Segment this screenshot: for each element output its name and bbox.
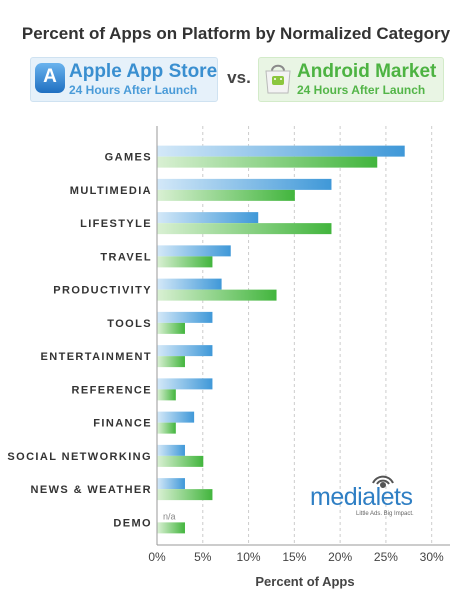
medialets-logo: medialets Little Ads. Big Impact. [310,465,435,525]
category-label: TOOLS [107,318,152,330]
x-tick-label: 10% [237,550,261,564]
signal-icon [372,475,394,488]
category-label: GAMES [105,152,152,164]
app-store-icon: A [35,63,65,93]
android-bar [157,356,185,368]
apple-bar [157,444,185,456]
android-bar [157,156,378,168]
android-bar [157,422,176,434]
apple-bar [157,145,405,157]
category-label: PRODUCTIVITY [53,285,152,297]
apple-bar [157,178,332,190]
android-bar [157,455,204,467]
android-market-name: Android Market [297,61,437,82]
apple-bar [157,278,222,290]
x-tick-label: 15% [282,550,306,564]
android-bar [157,322,185,334]
category-label: FINANCE [93,418,152,430]
na-annotation: n/a [163,511,176,521]
apple-store-subtitle: 24 Hours After Launch [69,83,198,97]
category-label: TRAVEL [100,251,152,263]
android-bar [157,189,295,201]
android-bar [157,289,277,301]
category-label: REFERENCE [72,384,152,396]
android-bar [157,389,176,401]
x-tick-label: 20% [328,550,352,564]
medialets-wordmark: medialets [310,483,413,511]
apple-bar [157,245,231,257]
apple-app-store-badge: A Apple App Store 24 Hours After Launch [30,57,218,102]
android-bar [157,489,213,501]
apple-bar [157,212,259,224]
category-label: MULTIMEDIA [70,185,152,197]
category-label: NEWS & WEATHER [31,484,152,496]
android-bar [157,256,213,268]
android-bar [157,522,185,534]
apple-bar [157,411,195,423]
android-market-subtitle: 24 Hours After Launch [297,83,426,97]
category-label: SOCIAL NETWORKING [7,451,152,463]
x-axis-label: Percent of Apps [255,574,354,589]
x-tick-label: 30% [420,550,444,564]
apple-bar [157,478,185,490]
apple-bar [157,311,213,323]
chart-title: Percent of Apps on Platform by Normalize… [21,24,451,43]
category-label: LIFESTYLE [80,218,152,230]
android-bar [157,223,332,235]
apple-bar [157,378,213,390]
apple-bar [157,345,213,357]
apple-store-name: Apple App Store [69,61,218,82]
category-label: ENTERTAINMENT [41,351,153,363]
medialets-tagline: Little Ads. Big Impact. [356,511,414,517]
x-tick-label: 25% [374,550,398,564]
android-market-badge: Android Market 24 Hours After Launch [258,57,444,102]
x-tick-label: 5% [194,550,212,564]
category-label: DEMO [113,517,152,529]
x-tick-label: 0% [148,550,166,564]
versus-label: vs. [227,68,251,87]
android-market-bag-icon [265,64,291,94]
